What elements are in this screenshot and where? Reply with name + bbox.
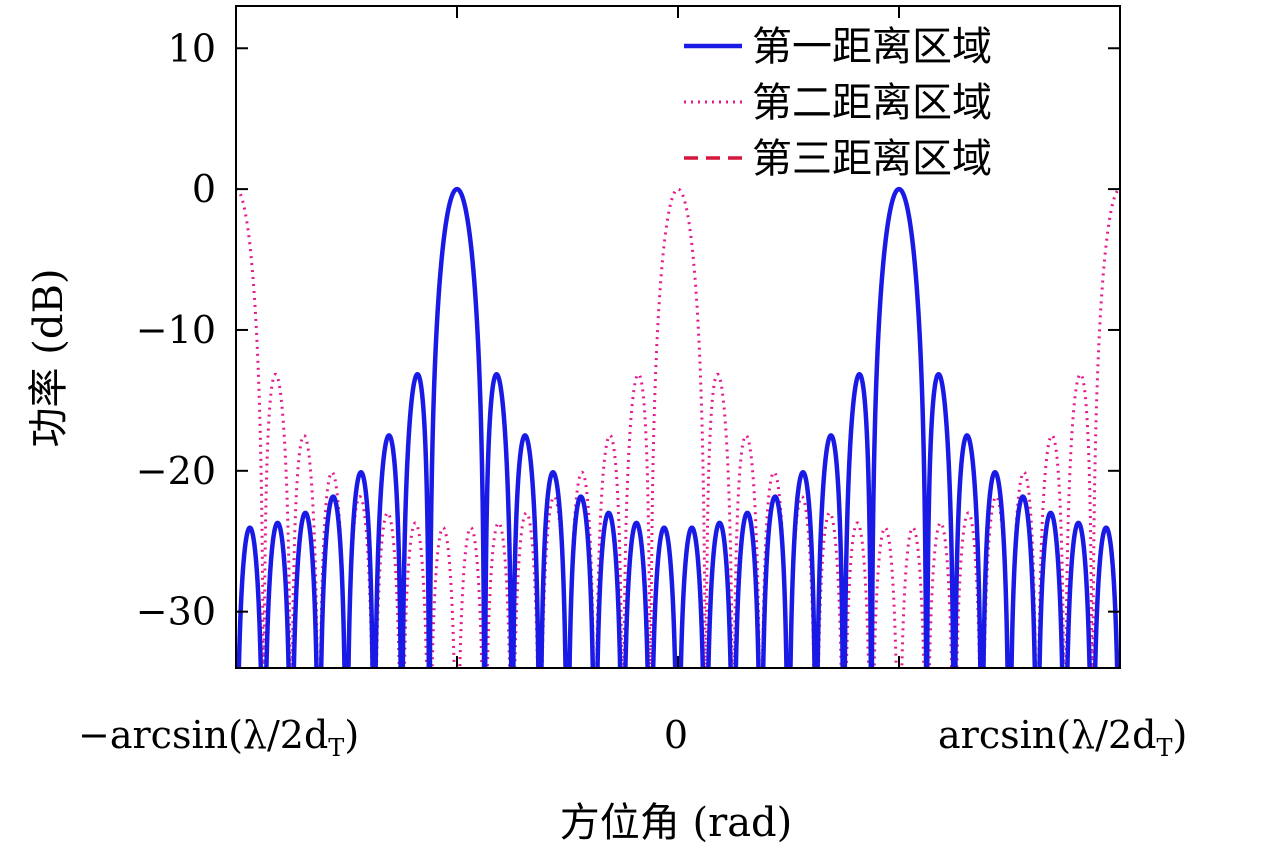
series-line-1 xyxy=(236,186,1120,668)
series-line-2 xyxy=(236,187,1120,668)
legend-label-series-2: 第二距离区域 xyxy=(752,80,992,126)
x-axis xyxy=(235,6,1121,668)
x-tick-label-left: −arcsin(λ/2dT) xyxy=(78,713,359,762)
y-tick-label: 10 xyxy=(168,26,216,70)
y-axis-title: 功率 (dB) xyxy=(26,269,72,448)
series-layer xyxy=(236,186,1120,668)
legend-label-series-1: 第一距离区域 xyxy=(752,24,992,70)
y-tick-label: −20 xyxy=(136,449,216,493)
y-tick-label: 0 xyxy=(192,167,216,211)
y-tick-label: −10 xyxy=(136,308,216,352)
x-tick-label-center: 0 xyxy=(664,713,688,757)
y-tick-label: −30 xyxy=(136,590,216,634)
x-tick-label-right: arcsin(λ/2dT) xyxy=(938,713,1187,762)
legend-label-series-3: 第三距离区域 xyxy=(752,136,992,182)
legend: 第一距离区域 第二距离区域 第三距离区域 xyxy=(684,24,992,182)
x-axis-title: 方位角 (rad) xyxy=(560,800,793,846)
y-axis: 10 0 −10 −20 −30 xyxy=(136,26,1120,634)
